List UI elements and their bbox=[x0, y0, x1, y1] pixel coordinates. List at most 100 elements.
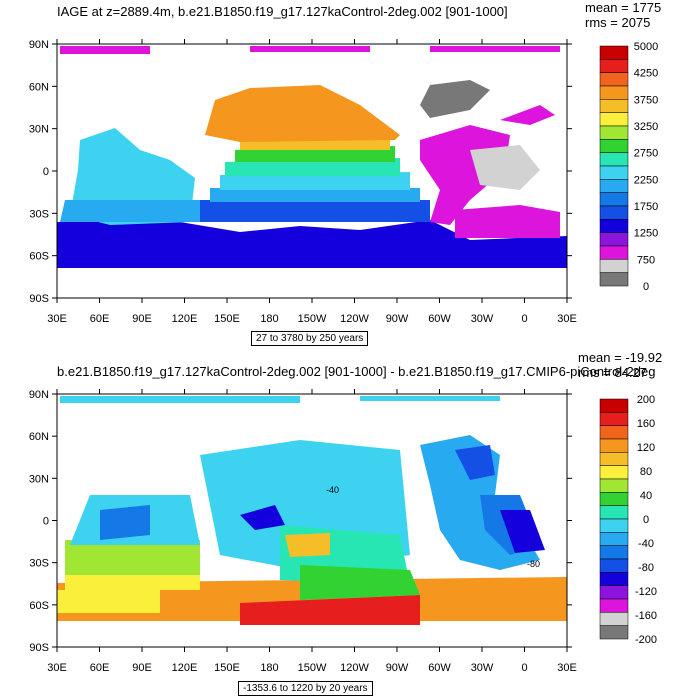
top-colorbar-swatch bbox=[599, 179, 629, 193]
bottom-y-tick-label: 0 bbox=[43, 516, 49, 528]
bottom-map-field bbox=[57, 394, 567, 647]
top-colorbar-swatch bbox=[599, 125, 629, 140]
top-y-tick-label: 0 bbox=[43, 166, 49, 178]
top-rms-label: rms = 2075 bbox=[585, 15, 651, 30]
bottom-y-tick-label: 30S bbox=[29, 558, 49, 570]
bottom-colorbar-swatch bbox=[599, 598, 629, 613]
top-x-tick-label: 180 bbox=[260, 313, 278, 325]
top-x-tick-label: 150W bbox=[298, 313, 327, 325]
bottom-colorbar-label: 200 bbox=[637, 394, 655, 406]
bottom-colorbar-swatch bbox=[599, 612, 629, 626]
bottom-x-tick-label: 120E bbox=[172, 662, 198, 674]
top-colorbar-swatch bbox=[599, 72, 629, 87]
bottom-y-tick-label: 90N bbox=[29, 389, 49, 401]
top-x-tick-label: 30E bbox=[557, 313, 577, 325]
top-y-tick-label: 60S bbox=[29, 251, 49, 263]
top-colorbar-swatch bbox=[599, 59, 629, 73]
bottom-rms-label: rms = 84.27 bbox=[578, 365, 648, 380]
bottom-x-tick-label: 90W bbox=[386, 662, 409, 674]
bottom-mean-label: mean = -19.92 bbox=[578, 350, 663, 365]
top-mean-label: mean = 1775 bbox=[585, 0, 662, 15]
bottom-colorbar-swatch bbox=[599, 412, 629, 426]
top-colorbar-swatch bbox=[599, 232, 629, 247]
bottom-x-tick-label: 30W bbox=[471, 662, 494, 674]
bottom-colorbar-swatch bbox=[599, 398, 629, 413]
top-colorbar-label: 4250 bbox=[634, 68, 658, 80]
top-colorbar-swatch bbox=[599, 152, 629, 167]
bottom-colorbar-label: 160 bbox=[637, 418, 655, 430]
bottom-colorbar-label: -160 bbox=[635, 610, 657, 622]
top-colorbar-swatch bbox=[599, 99, 629, 113]
bottom-colorbar-label: 80 bbox=[640, 466, 652, 478]
bottom-x-tick-label: 60W bbox=[428, 662, 451, 674]
bottom-colorbar-swatch bbox=[599, 478, 629, 493]
top-colorbar-label: 3750 bbox=[634, 94, 658, 106]
top-colorbar-swatch bbox=[599, 219, 629, 233]
top-colorbar-swatch bbox=[599, 139, 629, 153]
bottom-x-tick-label: 30E bbox=[47, 662, 67, 674]
bottom-x-axis: 30E 60E 90E 120E 150E 180 150W 120W 90W 60W 30W 0 30… bbox=[47, 389, 577, 674]
top-colorbar-label: 1750 bbox=[634, 201, 658, 213]
top-colorbar-swatch bbox=[599, 85, 629, 100]
top-colorbar-label: 750 bbox=[637, 254, 655, 266]
top-y-tick-label: 30N bbox=[29, 124, 49, 136]
top-x-axis: 30E 60E 90E 120E 150E 180 150W 120W 90W 60W 30W 0 30… bbox=[47, 39, 577, 325]
bottom-colorbar-swatch bbox=[599, 625, 629, 640]
top-colorbar: 5000 4250 3750 3250 2750 2250 1750 1250 750 0 bbox=[599, 41, 658, 293]
top-x-tick-label: 120E bbox=[172, 313, 198, 325]
top-colorbar-swatch bbox=[599, 245, 629, 260]
bottom-x-tick-label: 150E bbox=[214, 662, 240, 674]
bottom-colorbar-label: -80 bbox=[638, 562, 654, 574]
top-range-note: 27 to 3780 by 250 years bbox=[251, 331, 369, 346]
top-y-axis: 90N 60N 30N 0 30S 60S 90S bbox=[29, 39, 572, 305]
bottom-y-tick-label: 60S bbox=[29, 600, 49, 612]
top-colorbar-swatch bbox=[599, 205, 629, 220]
top-x-tick-label: 90W bbox=[386, 313, 409, 325]
bottom-colorbar-swatch bbox=[599, 438, 629, 453]
bottom-colorbar-swatch bbox=[599, 465, 629, 480]
bottom-colorbar-swatch bbox=[599, 572, 629, 586]
bottom-colorbar-label: -200 bbox=[635, 634, 657, 646]
bottom-y-axis: 90N 60N 30N 0 30S 60S 90S bbox=[29, 389, 572, 654]
top-colorbar-swatch bbox=[599, 112, 629, 127]
top-map: 30E 60E 90E 120E 150E 180 150W 120W 90W 60W 30W 0 30… bbox=[29, 39, 658, 325]
top-colorbar-label: 3250 bbox=[634, 121, 658, 133]
bottom-colorbar-swatch bbox=[599, 532, 629, 546]
bottom-colorbar-label: 40 bbox=[640, 490, 652, 502]
bottom-x-tick-label: 90E bbox=[132, 662, 152, 674]
top-x-tick-label: 60E bbox=[90, 313, 110, 325]
bottom-colorbar-swatch bbox=[599, 425, 629, 440]
top-colorbar-label: 1250 bbox=[634, 228, 658, 240]
top-panel-title: IAGE at z=2889.4m, b.e21.B1850.f19_g17.1… bbox=[57, 4, 508, 19]
bottom-x-tick-label: 0 bbox=[521, 662, 527, 674]
top-colorbar-swatch bbox=[599, 272, 629, 287]
bottom-map: -40 -80 30E 60E 90E 120E 150E 180 150W 120W 90W 6… bbox=[29, 389, 657, 674]
contour-label-2: -80 bbox=[527, 559, 540, 569]
bottom-colorbar-label: -40 bbox=[638, 538, 654, 550]
bottom-colorbar-swatch bbox=[599, 545, 629, 560]
top-map-field bbox=[57, 44, 567, 298]
bottom-x-tick-label: 30E bbox=[557, 662, 577, 674]
bottom-y-tick-label: 90S bbox=[29, 642, 49, 654]
bottom-x-tick-label: 120W bbox=[340, 662, 369, 674]
top-colorbar-swatch bbox=[599, 192, 629, 207]
bottom-colorbar-swatch bbox=[599, 492, 629, 506]
top-x-tick-label: 30E bbox=[47, 313, 67, 325]
bottom-colorbar-label: 0 bbox=[643, 514, 649, 526]
bottom-colorbar-label: 120 bbox=[637, 442, 655, 454]
bottom-x-tick-label: 60E bbox=[90, 662, 110, 674]
top-colorbar-label: 2750 bbox=[634, 148, 658, 160]
top-colorbar-swatch bbox=[599, 259, 629, 273]
bottom-colorbar-swatch bbox=[599, 585, 629, 600]
top-y-tick-label: 30S bbox=[29, 208, 49, 220]
top-x-tick-label: 0 bbox=[521, 313, 527, 325]
top-colorbar-swatch bbox=[599, 45, 629, 60]
bottom-range-note: -1353.6 to 1220 by 20 years bbox=[238, 681, 373, 696]
top-colorbar-label: 2250 bbox=[634, 174, 658, 186]
bottom-x-tick-label: 180 bbox=[260, 662, 278, 674]
bottom-colorbar: 200 160 120 80 40 0 -40 -80 -120 -160 -200 bbox=[599, 394, 657, 646]
bottom-colorbar-swatch bbox=[599, 558, 629, 573]
contour-label-1: -40 bbox=[326, 485, 339, 495]
top-colorbar-swatch bbox=[599, 165, 629, 180]
top-colorbar-label: 0 bbox=[643, 281, 649, 293]
